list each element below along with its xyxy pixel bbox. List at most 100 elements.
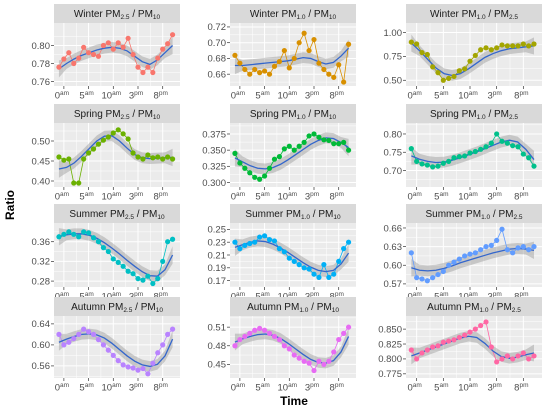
data-point (105, 134, 111, 140)
x-tick-label: 0am (408, 191, 422, 203)
data-point (306, 47, 312, 54)
x-tick-label: 10am (101, 382, 121, 394)
data-point (100, 42, 107, 49)
data-point (499, 226, 505, 232)
data-point (266, 165, 273, 171)
x-tick-label: 10am (458, 90, 478, 102)
data-point (408, 146, 414, 152)
x-tick-label: 3pm (488, 90, 502, 102)
confidence-ribbon (58, 328, 173, 372)
data-point (276, 336, 283, 343)
y-tick-label: 0.64 (32, 319, 51, 330)
x-tick-label: 0am (408, 90, 422, 102)
panel-background (406, 316, 542, 378)
y-tick-label: 0.57 (384, 279, 403, 290)
y-tick-label: 0.76 (32, 77, 51, 88)
data-point (242, 242, 248, 248)
data-point (271, 238, 278, 244)
data-point (326, 137, 332, 144)
data-point (424, 278, 430, 284)
data-point (66, 229, 72, 235)
strip-background (54, 297, 180, 316)
confidence-ribbon (234, 235, 349, 278)
data-point (100, 245, 107, 251)
data-point (472, 326, 478, 332)
panel-spring-0: Spring PM2.5 / PM10 0.40 0.45 0.50 0am 5am 10a… (32, 104, 180, 203)
data-point (478, 247, 484, 253)
confidence-ribbon (58, 36, 173, 78)
data-point (232, 343, 238, 349)
data-point (257, 176, 263, 182)
data-point (145, 152, 151, 158)
panel-autumn-0: Autumn PM2.5 / PM10 0.56 0.60 0.64 0am 5am 10a… (32, 297, 180, 394)
data-point (85, 230, 92, 236)
data-point (150, 360, 156, 366)
data-point (261, 68, 268, 74)
data-point (125, 364, 131, 370)
data-point (145, 371, 151, 377)
strip-label: Autumn PM2.5 / PM10 (71, 302, 163, 314)
data-point (56, 331, 62, 337)
data-point (467, 150, 473, 156)
y-tick-label: 0.23 (208, 238, 227, 249)
panel-spring-2: Spring PM1.0 / PM2.5 0.70 0.75 0.80 0am 5am 10… (384, 104, 542, 203)
x-tick-label: 5am (434, 90, 448, 102)
data-point (526, 155, 532, 161)
y-tick-label: 1.00 (384, 28, 403, 39)
data-point (90, 331, 97, 337)
data-point (430, 64, 436, 70)
data-point (81, 156, 87, 162)
data-point (66, 50, 72, 56)
data-point (430, 164, 436, 170)
data-point (291, 352, 297, 358)
data-point (145, 273, 151, 279)
data-point (488, 242, 494, 248)
data-point (81, 326, 87, 332)
x-tick-label: 0am (231, 191, 245, 203)
data-point (311, 131, 317, 137)
data-point (510, 250, 516, 256)
x-tick-label: 10am (101, 191, 121, 203)
data-point (61, 342, 67, 348)
data-point (169, 236, 176, 242)
x-tick-label: 10am (458, 382, 478, 394)
strip-label: Autumn PM1.0 / PM2.5 (427, 302, 521, 314)
data-point (242, 165, 248, 171)
data-point (499, 138, 505, 144)
data-point (446, 338, 452, 344)
data-point (71, 231, 77, 237)
data-point (510, 356, 516, 362)
data-point (140, 365, 146, 372)
data-point (81, 44, 87, 50)
data-point (61, 157, 67, 163)
data-point (321, 66, 327, 73)
data-point (336, 258, 342, 264)
y-tick-label: 0.17 (208, 276, 227, 287)
y-tick-label: 0.60 (384, 261, 403, 272)
data-point (296, 143, 302, 149)
data-point (135, 154, 141, 160)
y-axis-title: Ratio (3, 190, 17, 220)
data-point (85, 50, 92, 56)
data-point (155, 276, 161, 282)
data-point (135, 64, 141, 70)
data-point (446, 75, 452, 81)
data-point (440, 77, 446, 83)
data-point (435, 163, 441, 169)
strip-label: Summer PM2.5 / PM10 (69, 209, 165, 221)
data-point (150, 155, 156, 161)
x-tick-label: 5am (255, 90, 269, 102)
panel-summer-0: Summer PM2.5 / PM100.280.320.360am5am10a… (32, 204, 180, 303)
data-point (446, 158, 452, 164)
y-tick-label: 0.63 (384, 242, 403, 253)
data-point (301, 265, 307, 271)
confidence-ribbon (234, 39, 349, 75)
data-point (271, 156, 278, 162)
data-point (115, 40, 121, 46)
data-point (281, 343, 287, 349)
data-point (414, 158, 420, 164)
data-point (336, 336, 342, 343)
strip-background (230, 297, 356, 316)
data-point (169, 326, 176, 332)
